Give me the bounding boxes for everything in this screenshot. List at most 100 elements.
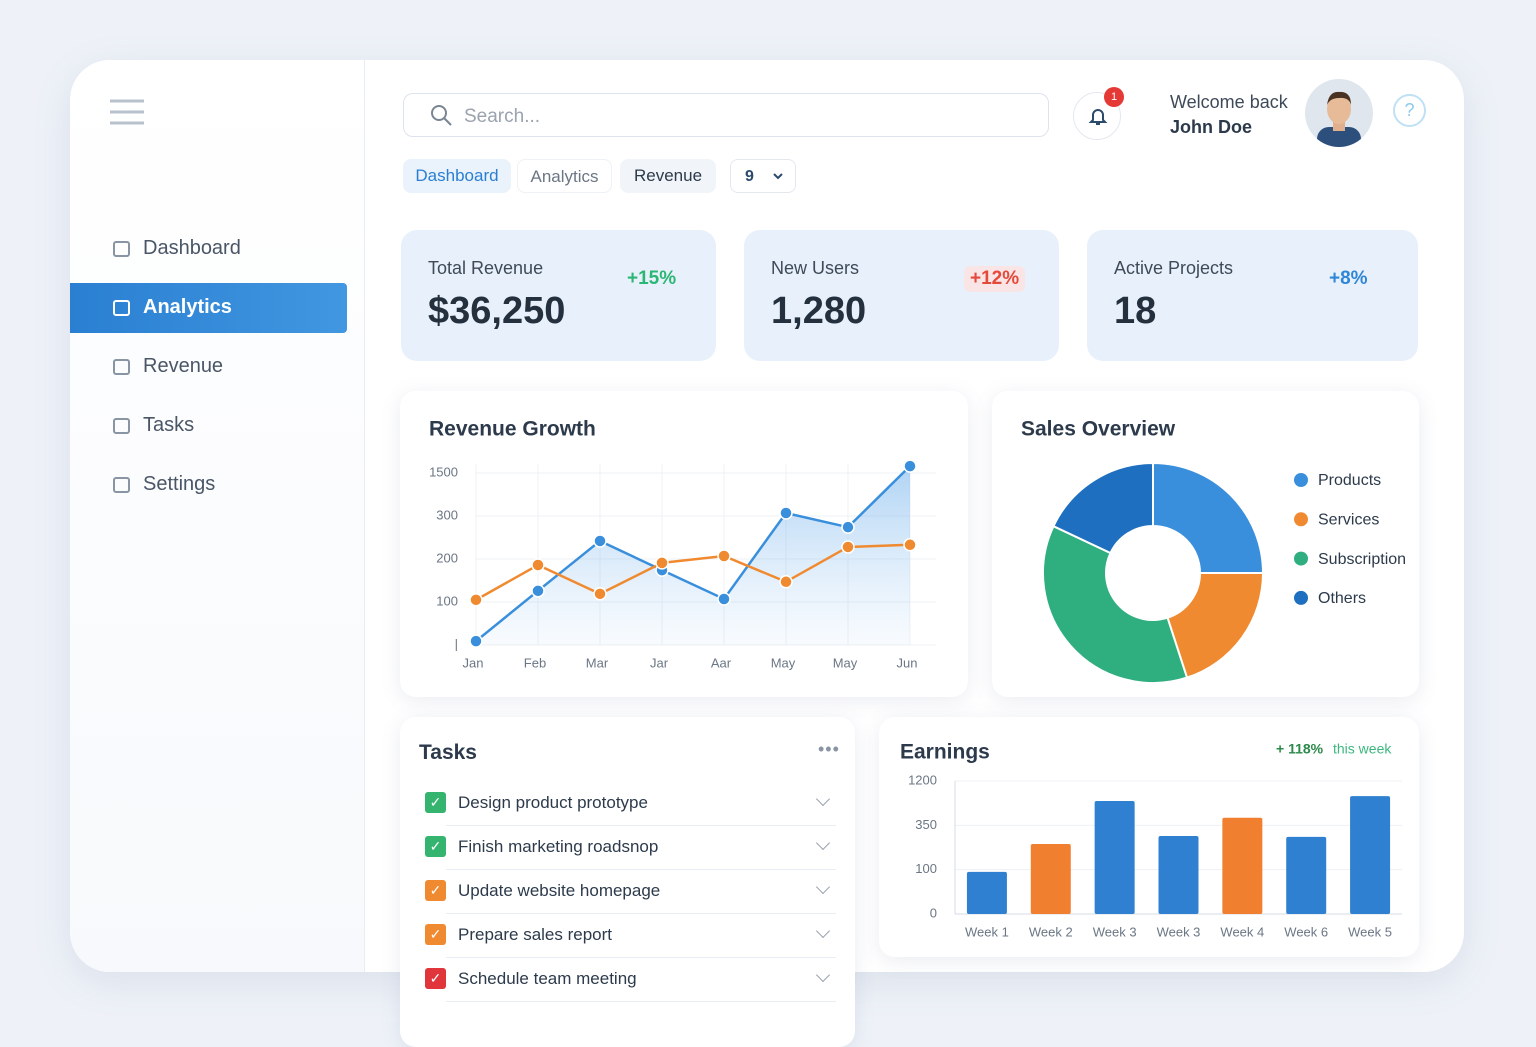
- pie-slice: [1166, 572, 1265, 679]
- menu-item[interactable]: Dashboard: [143, 237, 241, 259]
- line: [475, 543, 911, 601]
- stat-value: 18: [1114, 290, 1157, 332]
- task-divider: [446, 957, 836, 958]
- y-tick-label: 350: [915, 817, 937, 832]
- bar: [1158, 835, 1199, 914]
- x-tick-label: May: [833, 655, 858, 670]
- bar: [1030, 843, 1071, 914]
- task-checkbox[interactable]: ✓: [425, 836, 446, 857]
- x-tick-label: May: [771, 655, 796, 670]
- help-button[interactable]: ?: [1393, 94, 1426, 127]
- stat-card: [744, 230, 1059, 361]
- search-box[interactable]: Search...: [403, 93, 1049, 137]
- point: [903, 538, 917, 552]
- pie-slice: [1052, 461, 1154, 555]
- stat-change: +15%: [627, 268, 677, 289]
- point: [779, 506, 793, 520]
- task-text: Update website homepage: [458, 881, 661, 900]
- menu-icon: [113, 241, 130, 257]
- charts: Revenue Growth | 100 200 300 1500 Jan Feb Mar Jar…: [429, 418, 1406, 940]
- task-divider: [446, 1001, 836, 1002]
- user-name: John Doe: [1170, 117, 1253, 137]
- tasks-title: Tasks: [419, 741, 477, 764]
- chart-title: Earnings: [900, 741, 990, 764]
- tab[interactable]: Dashboard: [403, 159, 511, 193]
- earnings-panel: [879, 717, 1419, 957]
- point: [655, 556, 669, 570]
- menu-icon: [113, 359, 130, 375]
- welcome-text: Welcome back: [1170, 92, 1288, 112]
- task-text: Schedule team meeting: [458, 969, 637, 988]
- task-text: Design product prototype: [458, 793, 648, 812]
- task-checkbox[interactable]: ✓: [425, 924, 446, 945]
- menu-active[interactable]: [70, 283, 347, 333]
- y-tick-label: 0: [930, 905, 937, 920]
- legend-label: Products: [1318, 472, 1381, 489]
- stat-change: +8%: [1329, 268, 1368, 289]
- menu-item[interactable]: Analytics: [143, 296, 232, 318]
- pie-slice: [1152, 461, 1265, 574]
- point: [841, 520, 855, 534]
- legend-label: Services: [1318, 512, 1379, 529]
- x-tick-label: Week 3: [1093, 924, 1137, 939]
- notification-button[interactable]: 1: [1073, 87, 1124, 140]
- menu-icon: [113, 300, 130, 316]
- stat-label: Total Revenue: [428, 258, 544, 278]
- avatar[interactable]: [1303, 77, 1375, 149]
- menu-item[interactable]: Settings: [143, 473, 216, 495]
- tab[interactable]: Analytics: [517, 159, 612, 193]
- search-icon: [431, 105, 452, 126]
- tab-select-value: 9: [745, 168, 754, 185]
- y-tick-label: 1200: [908, 772, 937, 787]
- x-tick-label: Jun: [897, 655, 918, 670]
- tab[interactable]: Revenue: [620, 159, 716, 193]
- y-tick-label: 300: [436, 507, 458, 522]
- page: Search... 1 Welcome back John Doe ? 9 Ta…: [70, 60, 1464, 1047]
- badge-value: + 118%: [1276, 741, 1324, 757]
- y-tick-label: 1500: [429, 464, 458, 479]
- point: [469, 634, 483, 648]
- legend-dot: [1294, 473, 1308, 487]
- tasks-panel: Tasks •••: [400, 717, 855, 1047]
- point: [717, 549, 731, 563]
- menu-item[interactable]: Tasks: [143, 414, 195, 436]
- bar: [1286, 836, 1327, 914]
- x-tick-label: Week 4: [1220, 924, 1264, 939]
- y-tick-label: 100: [436, 593, 458, 608]
- tab-select[interactable]: 9: [730, 159, 796, 193]
- bar: [1222, 817, 1263, 914]
- point: [593, 534, 607, 548]
- legend-label: Others: [1318, 590, 1366, 607]
- task-checkbox[interactable]: ✓: [425, 968, 446, 989]
- stat-value: 1,280: [771, 290, 867, 332]
- task-text: Prepare sales report: [458, 925, 613, 944]
- menu-icon[interactable]: [110, 98, 146, 128]
- x-tick-label: Week 3: [1157, 924, 1201, 939]
- stat-label: Active Projects: [1114, 258, 1234, 278]
- stat-change: +12%: [964, 266, 1026, 292]
- chart-title: Revenue Growth: [429, 418, 596, 441]
- legend-label: Subscription: [1318, 551, 1406, 568]
- x-tick-label: Jan: [463, 655, 484, 670]
- x-tick-label: Mar: [586, 655, 609, 670]
- stat-label: New Users: [771, 258, 860, 278]
- x-tick-label: Aar: [711, 655, 732, 670]
- menu-icon: [113, 418, 130, 434]
- y-tick-label: 100: [915, 861, 937, 876]
- task-divider: [446, 869, 836, 870]
- task-divider: [446, 825, 836, 826]
- more-button[interactable]: •••: [818, 739, 840, 759]
- chart-title: Sales Overview: [1021, 418, 1176, 441]
- pie-slice: [1042, 524, 1189, 684]
- point: [593, 587, 607, 601]
- legend-dot: [1294, 512, 1308, 527]
- line: [475, 465, 911, 643]
- menu-item[interactable]: Revenue: [143, 355, 224, 377]
- point: [717, 592, 731, 606]
- task-checkbox[interactable]: ✓: [425, 792, 446, 813]
- bar: [1094, 800, 1135, 914]
- menu-icon: [113, 477, 130, 493]
- y-tick-label: 200: [436, 550, 458, 565]
- legend-dot: [1294, 590, 1308, 605]
- task-checkbox[interactable]: ✓: [425, 880, 446, 901]
